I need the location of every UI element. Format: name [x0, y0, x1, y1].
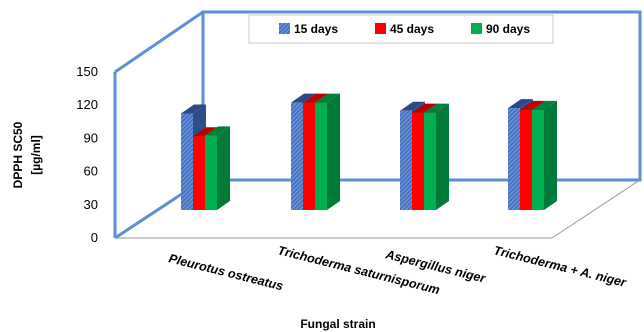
legend-swatch [279, 23, 290, 34]
bar-top [508, 99, 533, 109]
x-axis-title: Fungal strain [300, 317, 375, 331]
bar-top [303, 93, 328, 103]
bar [291, 102, 303, 210]
x-category-label: Trichoderma + A. niger [492, 243, 628, 290]
y-axis-title: DPPH SC50 [11, 121, 25, 188]
x-category-label: Pleurotus ostreatus [167, 251, 284, 293]
bar-top [315, 93, 340, 103]
bar-top [520, 100, 545, 110]
legend-swatch [375, 23, 386, 34]
legend-label: 15 days [294, 22, 338, 36]
y-tick-label: 90 [84, 130, 98, 145]
bar [508, 108, 520, 210]
bar-side [436, 103, 449, 210]
bar-top [193, 127, 218, 137]
y-tick-label: 120 [76, 97, 98, 112]
side-wall-top [114, 10, 204, 74]
y-tick-label: 150 [76, 64, 98, 79]
bar-side [217, 126, 230, 210]
bar-top [205, 126, 230, 136]
y-tick-label: 0 [91, 230, 98, 245]
legend-swatch [471, 23, 482, 34]
bar-top [181, 104, 206, 114]
bar-top [424, 103, 449, 113]
bar-top [400, 101, 425, 111]
bar [424, 112, 436, 210]
bar-top [532, 100, 557, 110]
bar [193, 136, 205, 210]
y-tick-label: 30 [84, 197, 98, 212]
bar [181, 113, 193, 210]
legend-box [248, 14, 554, 44]
legend-label: 45 days [390, 22, 434, 36]
bar [315, 102, 327, 210]
bar [412, 112, 424, 210]
bar [303, 102, 315, 210]
legend: 15 days 45 days 90 days [248, 14, 554, 44]
bar [400, 110, 412, 210]
bar [205, 135, 217, 210]
bar-top [291, 93, 316, 103]
legend-label: 90 days [486, 22, 530, 36]
bar-side [544, 100, 557, 210]
bar-side [327, 93, 340, 210]
bar [532, 109, 544, 210]
x-category-label: Trichoderma saturnisporum [276, 243, 441, 297]
floor [115, 179, 641, 239]
bar [520, 109, 532, 210]
bar-top [412, 103, 437, 113]
y-tick-label: 60 [84, 164, 98, 179]
y-axis-unit: [µg/ml] [29, 135, 43, 175]
